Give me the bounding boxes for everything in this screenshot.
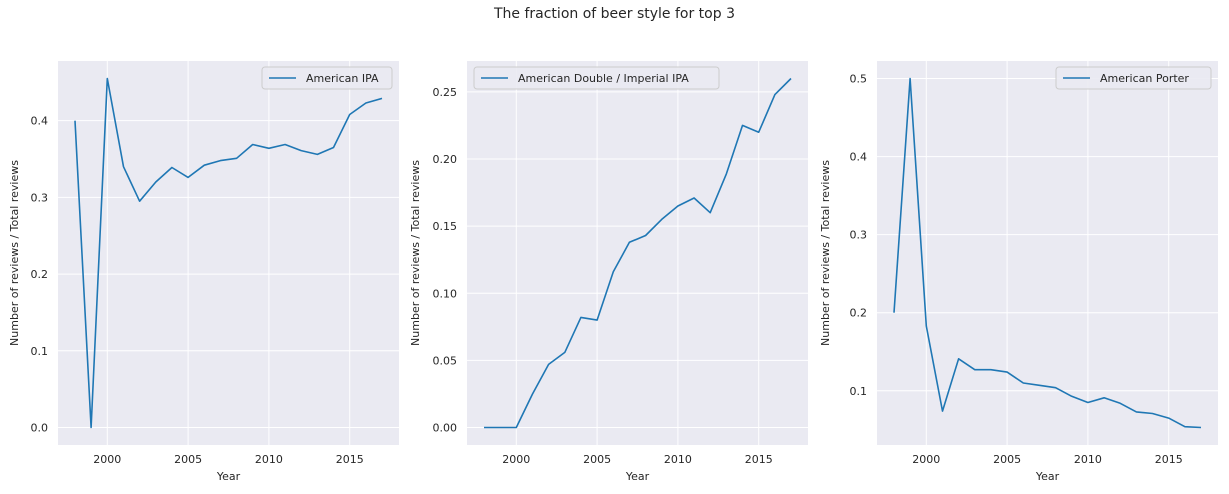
- legend-box: [261, 66, 393, 90]
- plot-background: [877, 61, 1218, 445]
- x-tick-label: 2010: [255, 453, 283, 466]
- subplot-1: 2000 2005 2010 2015 0.0 0.1 0.2 0.3 0.4 Year Numbe…: [8, 61, 399, 483]
- y-tick-label: 0.1: [31, 345, 49, 358]
- x-tick-label: 2005: [583, 453, 611, 466]
- x-tick-label: 2000: [93, 453, 121, 466]
- y-tick-label: 0.25: [433, 86, 458, 99]
- legend-box: [1055, 66, 1212, 90]
- legend: American IPA: [261, 66, 393, 90]
- x-tick-label: 2015: [745, 453, 773, 466]
- x-axis-label: Year: [1035, 470, 1060, 483]
- y-axis-label: Number of reviews / Total reviews: [409, 160, 422, 346]
- x-tick-label: 2010: [1074, 453, 1102, 466]
- x-tick-label: 2005: [993, 453, 1021, 466]
- y-axis-label: Number of reviews / Total reviews: [819, 160, 832, 346]
- legend-box: [473, 66, 720, 90]
- y-tick-label: 0.05: [433, 354, 458, 367]
- x-tick-label: 2010: [664, 453, 692, 466]
- legend: American Double / Imperial IPA: [473, 66, 720, 90]
- x-tick-label: 2000: [502, 453, 530, 466]
- plot-background: [467, 61, 808, 445]
- x-tick-label: 2000: [912, 453, 940, 466]
- y-tick-label: 0.15: [433, 220, 458, 233]
- subplot-2: 2000 2005 2010 2015 0.00 0.05 0.10 0.15 0.20 0.25…: [409, 61, 808, 483]
- x-tick-label: 2015: [336, 453, 364, 466]
- y-tick-label: 0.3: [31, 191, 49, 204]
- series-line: [893, 77, 1202, 429]
- x-tick-label: 2005: [174, 453, 202, 466]
- y-tick-label: 0.10: [433, 287, 458, 300]
- series-line: [484, 77, 792, 429]
- x-axis-label: Year: [625, 470, 650, 483]
- y-axis-label: Number of reviews / Total reviews: [8, 160, 21, 346]
- legend: American Porter: [1055, 66, 1212, 90]
- legend-label: American Double / Imperial IPA: [518, 72, 689, 85]
- y-tick-label: 0.4: [850, 151, 868, 164]
- x-tick-label: 2015: [1155, 453, 1183, 466]
- subplot-3: 2000 2005 2010 2015 0.1 0.2 0.3 0.4 0.5 Year Numbe…: [819, 61, 1218, 483]
- y-tick-label: 0.4: [31, 115, 49, 128]
- figure-title: The fraction of beer style for top 3: [493, 6, 735, 22]
- y-tick-label: 0.2: [850, 307, 868, 320]
- y-tick-label: 0.2: [31, 268, 49, 281]
- y-tick-label: 0.5: [850, 72, 868, 85]
- y-tick-label: 0.00: [433, 422, 458, 435]
- y-tick-label: 0.20: [433, 153, 458, 166]
- x-axis-label: Year: [216, 470, 241, 483]
- legend-label: American IPA: [306, 72, 379, 85]
- y-tick-label: 0.3: [850, 229, 868, 242]
- y-tick-label: 0.1: [850, 385, 868, 398]
- plot-background: [58, 61, 399, 445]
- legend-label: American Porter: [1100, 72, 1189, 85]
- series-line: [74, 77, 383, 429]
- y-tick-label: 0.0: [31, 422, 49, 435]
